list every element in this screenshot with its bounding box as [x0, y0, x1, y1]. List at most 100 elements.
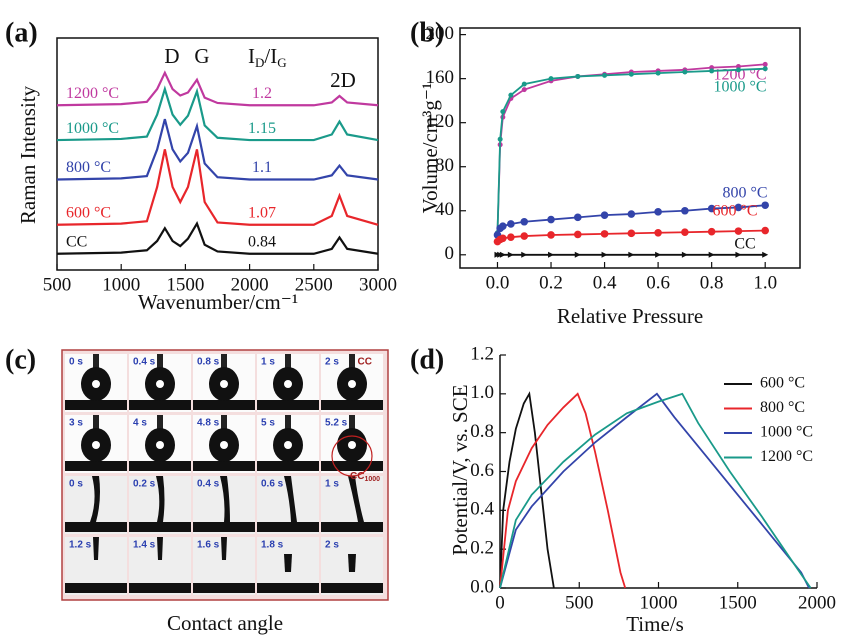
- data-point: [762, 61, 768, 67]
- y-tick-label: 0: [445, 243, 455, 264]
- data-point: [682, 69, 688, 75]
- data-point: [734, 203, 743, 212]
- series-line: [496, 67, 766, 233]
- droplet-glint: [284, 380, 292, 388]
- legend-label: 1000 °C: [760, 424, 813, 441]
- data-point: [601, 251, 608, 258]
- data-point: [548, 251, 555, 258]
- peak-label: G: [194, 44, 209, 68]
- time-label: 1 s: [325, 479, 339, 490]
- droplet-glint: [92, 380, 100, 388]
- jet: [90, 476, 100, 522]
- data-point: [497, 136, 503, 142]
- time-label: 1.4 s: [133, 540, 156, 551]
- y-axis-title: Raman Intensity: [16, 85, 40, 224]
- jet: [156, 476, 165, 522]
- series-line: [56, 221, 379, 255]
- substrate: [129, 461, 191, 471]
- y-tick-label: 120: [426, 111, 455, 132]
- time-label: 0.4 s: [133, 357, 156, 368]
- series-label: 1000 °C: [66, 120, 119, 137]
- panel-label: (c): [5, 344, 36, 375]
- time-label: 0.6 s: [261, 479, 284, 490]
- x-tick-label: 0.4: [593, 272, 617, 293]
- substrate: [321, 400, 383, 410]
- x-tick-label: 0.2: [539, 272, 563, 293]
- data-point: [508, 92, 514, 98]
- jet: [221, 537, 227, 560]
- data-point: [762, 66, 768, 72]
- y-tick-label: 160: [426, 67, 455, 88]
- series-label: 600 °C: [712, 203, 757, 220]
- data-point: [507, 220, 515, 228]
- substrate: [65, 461, 127, 471]
- needle: [157, 354, 163, 368]
- series-label: 600 °C: [66, 204, 111, 221]
- data-point: [573, 230, 582, 239]
- y-tick-label: 0.2: [470, 538, 494, 559]
- droplet-glint: [156, 380, 164, 388]
- substrate: [193, 461, 255, 471]
- data-point: [654, 228, 662, 237]
- ratio-header-part: /I: [264, 44, 277, 68]
- legend-label: 1200 °C: [760, 448, 813, 465]
- data-point: [600, 230, 609, 238]
- data-point: [628, 71, 634, 77]
- series-line: [499, 391, 555, 589]
- y-tick-label: 0.0: [470, 576, 494, 597]
- time-label: 1.8 s: [261, 540, 284, 551]
- jet: [348, 554, 356, 572]
- jet: [157, 537, 163, 560]
- substrate: [65, 522, 127, 532]
- substrate: [193, 522, 255, 532]
- y-tick-label: 40: [435, 199, 454, 220]
- substrate: [129, 400, 191, 410]
- substrate: [65, 400, 127, 410]
- data-point: [709, 68, 715, 74]
- needle: [157, 415, 163, 429]
- substrate: [257, 400, 319, 410]
- substrate: [65, 583, 127, 593]
- data-point: [708, 251, 715, 258]
- substrate: [257, 522, 319, 532]
- data-point: [681, 228, 689, 237]
- ratio-header-part: D: [255, 55, 264, 70]
- time-label: 5.2 s: [325, 418, 348, 429]
- data-point: [521, 87, 527, 93]
- data-point: [681, 251, 688, 258]
- jet: [220, 476, 230, 522]
- jet: [93, 537, 99, 560]
- needle: [93, 354, 99, 368]
- x-axis-title: Wavenumber/cm⁻¹: [138, 290, 298, 314]
- series-line: [56, 149, 379, 226]
- needle: [285, 415, 291, 429]
- jet: [284, 554, 292, 572]
- time-label: 5 s: [261, 418, 275, 429]
- jet: [284, 476, 297, 522]
- y-tick-label: 0.8: [470, 421, 494, 442]
- series-line: [499, 392, 627, 589]
- time-label: 4.8 s: [197, 418, 220, 429]
- time-label: 4 s: [133, 418, 147, 429]
- substrate: [257, 583, 319, 593]
- panel-label: (d): [410, 344, 444, 375]
- caption: Contact angle: [167, 611, 283, 635]
- data-point: [761, 201, 769, 210]
- needle: [349, 354, 355, 368]
- data-point: [602, 72, 608, 78]
- y-tick-label: 200: [426, 23, 455, 44]
- needle: [93, 415, 99, 429]
- sample-tag-part: 1000: [364, 476, 380, 483]
- panel-label: (b): [410, 17, 444, 48]
- y-tick-label: 0.4: [470, 499, 494, 520]
- data-point: [548, 76, 554, 82]
- data-point: [627, 210, 636, 218]
- series-line: [56, 85, 379, 142]
- substrate: [129, 522, 191, 532]
- data-point: [655, 70, 661, 76]
- time-label: 0.4 s: [197, 479, 220, 490]
- data-point: [547, 231, 555, 239]
- x-tick-label: 1.0: [753, 272, 777, 293]
- ratio-label: 0.84: [248, 233, 276, 250]
